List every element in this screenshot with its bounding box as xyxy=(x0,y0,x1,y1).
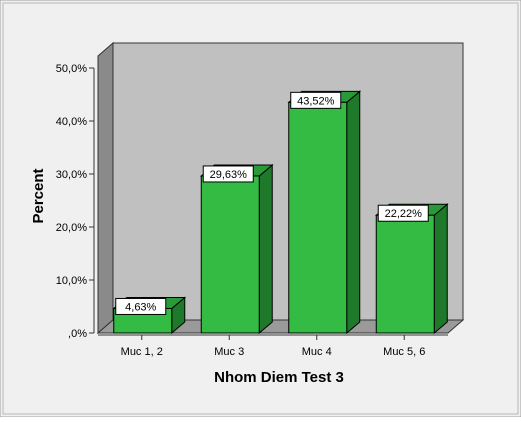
y-tick-label: 50,0% xyxy=(56,63,87,75)
bar xyxy=(375,214,435,334)
bar-side xyxy=(258,163,273,335)
data-label: 4,63% xyxy=(125,301,156,313)
bar xyxy=(200,175,260,334)
bar xyxy=(288,101,348,334)
chart-border xyxy=(2,2,519,415)
bars: 4,63% 29,63% 43,52% 22,22% xyxy=(112,90,449,335)
data-label: 43,52% xyxy=(297,95,335,107)
data-label: 29,63% xyxy=(210,169,248,181)
x-tick-label: Muc 5, 6 xyxy=(383,346,425,358)
x-axis: Muc 1, 2 Muc 3 Muc 4 Muc 5, 6 xyxy=(98,334,448,358)
data-label-box xyxy=(290,91,342,109)
y-tick-label: 40,0% xyxy=(56,116,87,128)
x-tick-label: Muc 1, 2 xyxy=(121,346,163,358)
bar-side xyxy=(433,203,448,335)
y-axis-title: Percent xyxy=(30,168,47,223)
y-tick-label: 30,0% xyxy=(56,169,87,181)
x-tick-label: Muc 3 xyxy=(214,346,244,358)
side-wall xyxy=(97,41,114,335)
y-tick-label: 10,0% xyxy=(56,275,87,287)
x-tick-label: Muc 4 xyxy=(302,346,332,358)
data-label-box xyxy=(377,204,429,222)
bar-group: 29,63% xyxy=(199,163,274,335)
bar-group: 43,52% xyxy=(287,90,362,335)
bar-group: 22,22% xyxy=(374,203,449,335)
x-axis-title: Nhom Diem Test 3 xyxy=(214,369,344,386)
bar-group: 4,63% xyxy=(112,296,187,335)
data-label-box xyxy=(202,165,254,183)
y-tick-label: ,0% xyxy=(68,328,87,340)
data-label: 22,22% xyxy=(385,208,423,220)
data-label-box xyxy=(115,297,167,315)
y-tick-label: 20,0% xyxy=(56,222,87,234)
bar-side xyxy=(346,90,361,335)
y-axis: ,0% 10,0% 20,0% 30,0% 40,0% 50,0% xyxy=(56,63,95,340)
